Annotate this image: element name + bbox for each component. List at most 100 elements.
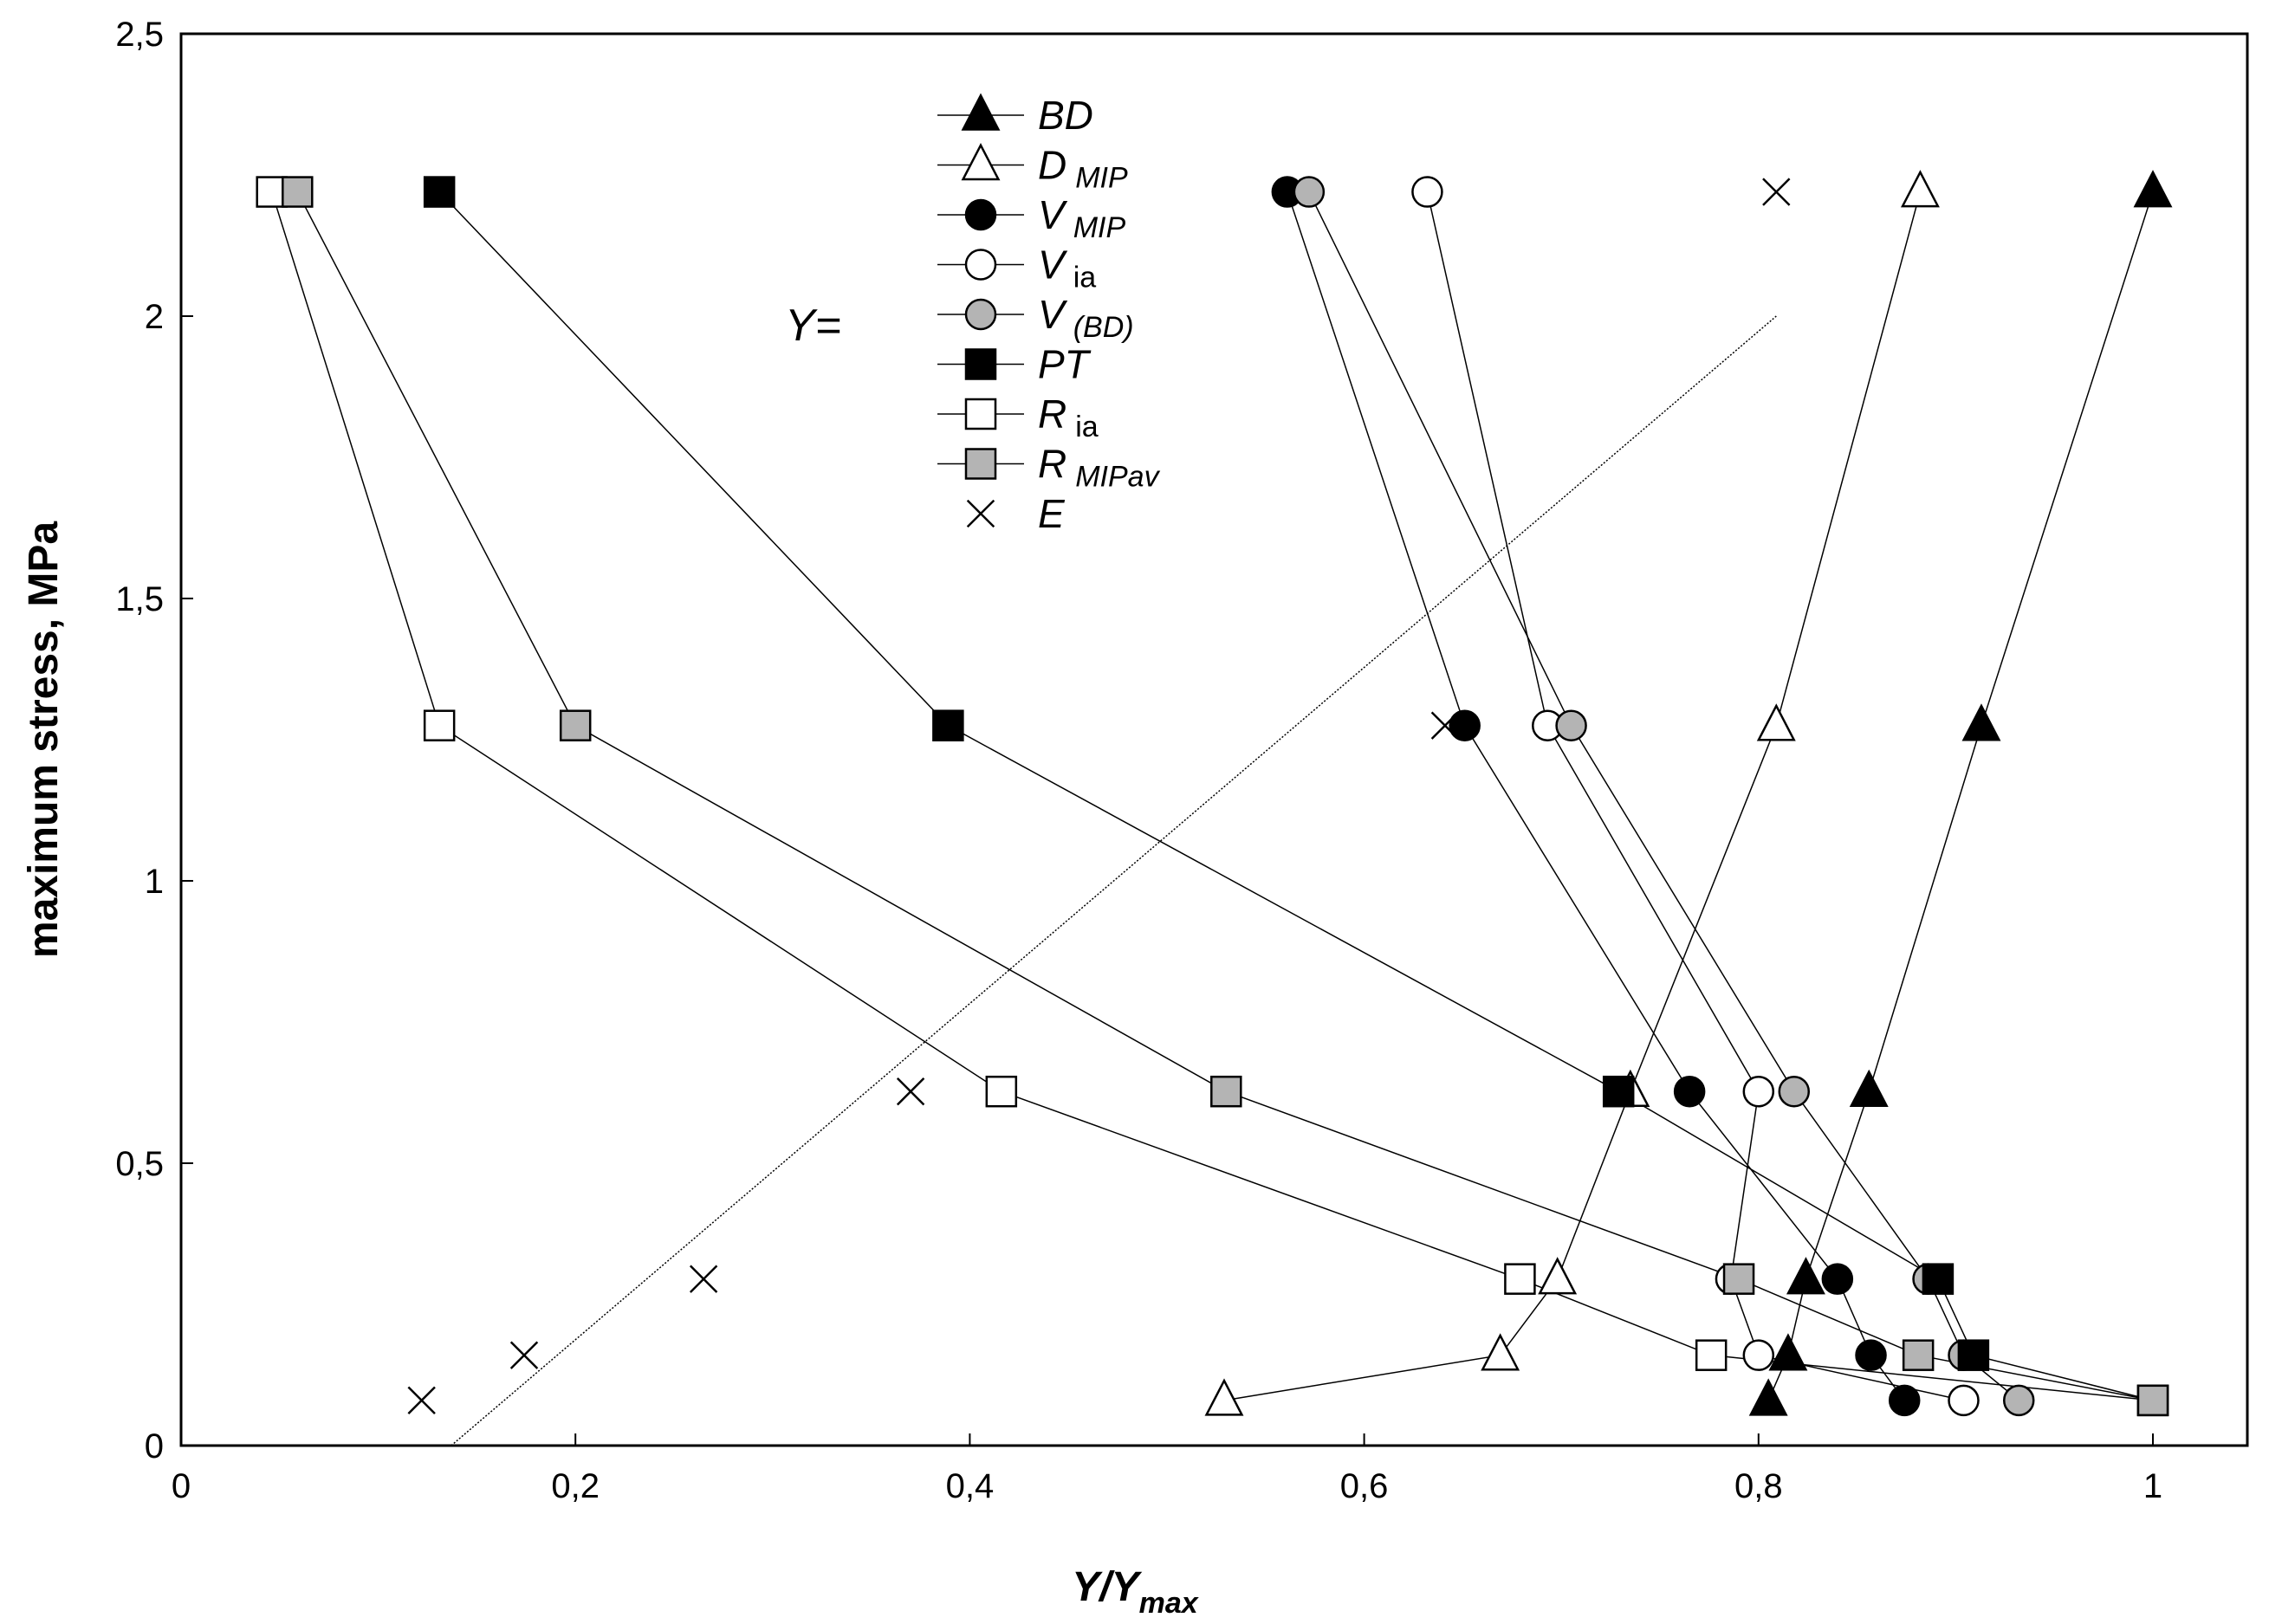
x-tick-label: 0,8 [1734, 1467, 1783, 1505]
marker-r-ia [1695, 1339, 1728, 1371]
y-tick-label: 2 [145, 298, 164, 336]
series-line-bd [1767, 191, 2154, 1401]
x-tick-label: 0,6 [1340, 1467, 1389, 1505]
y-tick-label: 1 [145, 863, 164, 901]
y-axis-title: maximum stress, MPa [21, 521, 67, 959]
marker-v-mip [1888, 1384, 1921, 1417]
series-line-r-mipav [296, 191, 2154, 1401]
legend-label-main: R [1038, 391, 1066, 437]
marker-e [407, 1386, 436, 1415]
marker-bd [1786, 1257, 1825, 1295]
series-line-v-bd [1308, 191, 2019, 1401]
marker-r-mipav [282, 176, 314, 208]
legend-label-sub: MIPav [1075, 461, 1160, 494]
marker-v-mip [1449, 709, 1481, 741]
marker-pt [1957, 1339, 1990, 1371]
marker-e [896, 1077, 925, 1106]
marker-r-mipav [1722, 1263, 1755, 1295]
legend-label-main: R [1038, 442, 1066, 487]
x-axis-title-main: Y/Y [1072, 1564, 1142, 1610]
marker-r-ia [985, 1075, 1018, 1108]
legend-label-main: V [1038, 292, 1068, 337]
x-tick-label: 1 [2143, 1467, 2162, 1505]
marker-r-mipav [1902, 1339, 1935, 1371]
x-axis-title-sub: max [1139, 1587, 1200, 1620]
marker-pt [1922, 1263, 1955, 1295]
legend-label-main: D [1038, 143, 1066, 188]
legend-label-e: E [1038, 491, 1066, 536]
legend-marker-r-mipav [964, 448, 997, 480]
marker-d-mip [1900, 170, 1940, 208]
legend-label-main: PT [1038, 342, 1092, 387]
legend-label-d-mip: D MIP [1038, 143, 1128, 195]
marker-v-bd [2002, 1384, 2035, 1417]
marker-e [689, 1265, 718, 1293]
marker-pt [932, 709, 964, 741]
marker-pt [423, 176, 456, 208]
legend-marker-v-mip [964, 198, 997, 231]
marker-v-ia [1948, 1384, 1980, 1417]
legend-label-sub: ia [1073, 262, 1097, 294]
legend-label-sub: MIP [1073, 211, 1126, 244]
marker-v-ia [1411, 176, 1443, 208]
trendline-group [451, 315, 1777, 1446]
legend-label-bd: BD [1038, 93, 1093, 138]
x-tick-label: 0 [172, 1467, 191, 1505]
marker-r-mipav [1210, 1075, 1242, 1108]
marker-d-mip [1204, 1378, 1244, 1416]
marker-v-ia [1742, 1075, 1775, 1108]
legend-label-v-bd: V (BD) [1038, 292, 1134, 344]
x-tick-labels: 0 0,2 0,4 0,6 0,8 1 [172, 1467, 2162, 1505]
marker-r-mipav [559, 709, 592, 741]
marker-bd [1849, 1069, 1889, 1107]
marker-v-mip [1821, 1263, 1854, 1295]
y-tick-labels: 0 0,5 1 1,5 2 2,5 [115, 16, 164, 1465]
marker-d-mip [1756, 703, 1796, 741]
marker-v-ia [1742, 1339, 1775, 1371]
marker-bd [1748, 1378, 1788, 1416]
legend-marker-pt [964, 348, 997, 380]
legend-label-main: V [1038, 192, 1068, 237]
marker-pt [1602, 1075, 1635, 1108]
series-line-pt [438, 191, 2154, 1401]
legend-marker-bd [961, 93, 1001, 131]
legend-label-v-mip: V MIP [1038, 192, 1125, 244]
legend-label-main: BD [1038, 93, 1093, 138]
marker-v-mip [1855, 1339, 1887, 1371]
legend-label-r-mipav: R MIPav [1038, 442, 1161, 494]
series-line-v-mip [1287, 191, 1905, 1401]
marker-e [1762, 178, 1791, 206]
series-lines [270, 191, 2154, 1401]
legend-label-main: E [1038, 491, 1066, 536]
series-line-d-mip [1223, 191, 1922, 1401]
marker-v-mip [1673, 1075, 1706, 1108]
marker-bd [1961, 703, 2001, 741]
marker-r-mipav [2136, 1384, 2169, 1417]
x-axis-title: Y/Ymax [1072, 1564, 1200, 1620]
trendline [451, 315, 1777, 1446]
x-tick-label: 0,4 [946, 1467, 995, 1505]
legend-label-sub: ia [1075, 411, 1099, 443]
y-tick-label: 0,5 [115, 1145, 164, 1183]
legend-marker-v-bd [964, 298, 997, 331]
plot-area-frame [179, 32, 2249, 1447]
axis-ticks [180, 33, 2154, 1446]
x-tick-label: 0,2 [551, 1467, 600, 1505]
legend-label-pt: PT [1038, 342, 1092, 387]
marker-d-mip [1538, 1257, 1578, 1295]
legend-marker-v-ia [964, 249, 997, 281]
marker-d-mip [1481, 1333, 1520, 1371]
marker-r-ia [1504, 1263, 1536, 1295]
marker-r-ia [423, 709, 456, 741]
series-markers [256, 170, 2173, 1417]
y-tick-label: 1,5 [115, 580, 164, 618]
legend-heading: Y= [785, 301, 841, 351]
marker-bd [2133, 170, 2173, 208]
legend-marker-e [966, 499, 995, 528]
legend-label-sub: MIP [1075, 162, 1128, 195]
marker-bd [1768, 1333, 1808, 1371]
